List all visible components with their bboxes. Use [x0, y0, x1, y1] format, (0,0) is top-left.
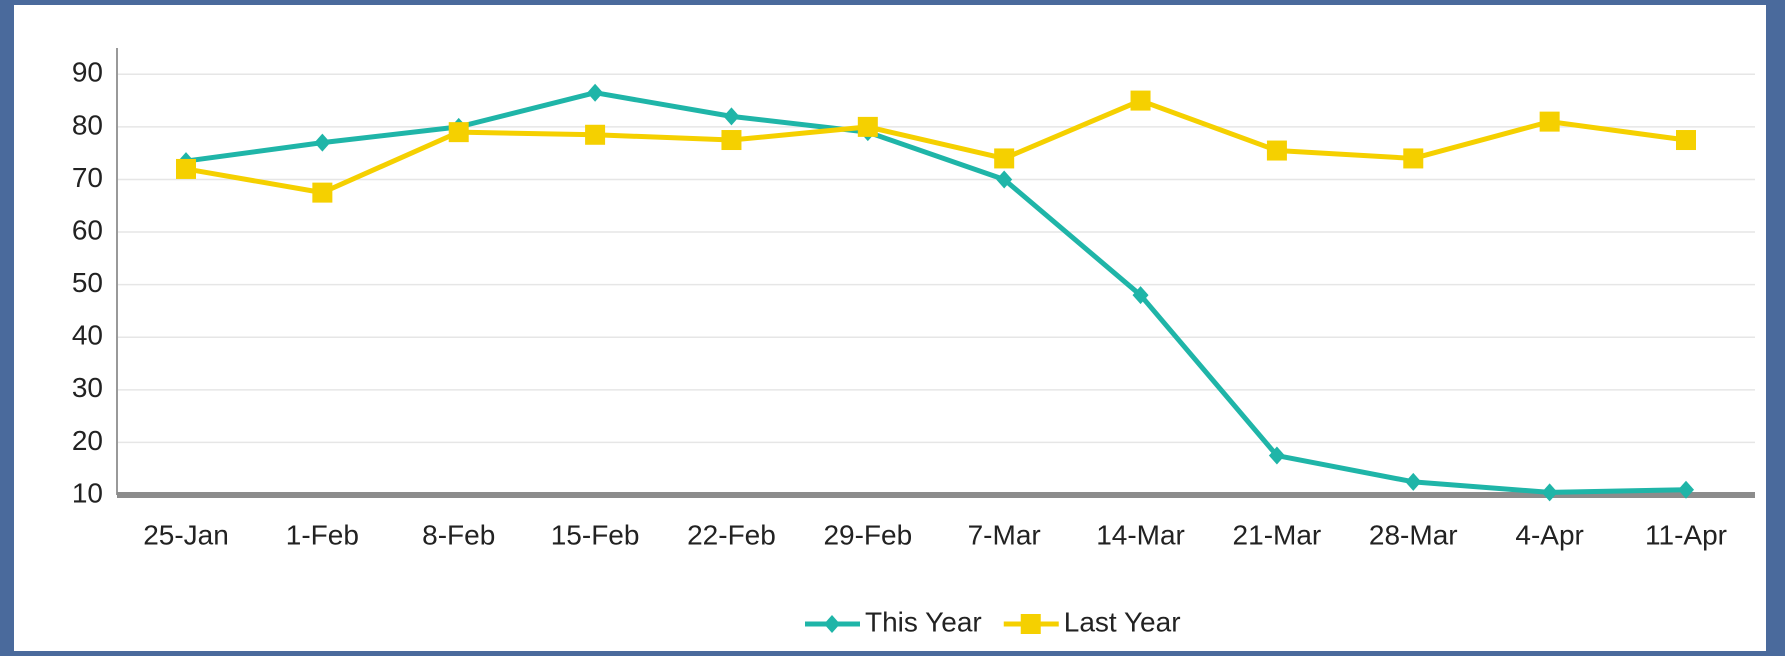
- data-point: [1268, 446, 1285, 465]
- y-tick-label: 80: [72, 109, 103, 140]
- y-tick-label: 20: [72, 425, 103, 456]
- y-tick-label: 90: [72, 57, 103, 88]
- data-point: [1130, 90, 1151, 111]
- y-tick-label: 50: [72, 267, 103, 298]
- data-point: [1678, 480, 1694, 499]
- y-tick-label: 30: [72, 372, 103, 403]
- data-point: [1266, 140, 1287, 161]
- data-point: [314, 133, 331, 152]
- data-point: [996, 170, 1013, 189]
- legend-label: Last Year: [1064, 606, 1181, 637]
- x-tick-label: 28-Mar: [1369, 519, 1458, 550]
- data-point: [176, 158, 196, 179]
- legend-marker: [824, 615, 840, 633]
- x-tick-label: 4-Apr: [1515, 519, 1583, 550]
- data-point: [585, 124, 606, 145]
- data-point: [587, 83, 604, 102]
- data-point: [1676, 130, 1696, 151]
- data-point: [857, 116, 878, 137]
- y-tick-label: 60: [72, 214, 103, 245]
- x-tick-label: 25-Jan: [143, 519, 229, 550]
- y-tick-label: 10: [72, 477, 103, 508]
- x-tick-label: 1-Feb: [286, 519, 359, 550]
- data-point: [1132, 286, 1149, 305]
- data-point: [448, 122, 469, 143]
- data-point: [721, 130, 742, 151]
- x-tick-label: 29-Feb: [823, 519, 912, 550]
- series-line: [185, 90, 1687, 495]
- y-tick-label: 40: [72, 320, 103, 351]
- y-tick-label: 70: [72, 162, 103, 193]
- data-point: [1539, 111, 1560, 132]
- x-tick-label: 7-Mar: [968, 519, 1041, 550]
- data-point: [312, 182, 333, 203]
- legend-marker: [1020, 614, 1041, 634]
- data-point: [1403, 148, 1424, 169]
- x-tick-label: 14-Mar: [1096, 519, 1185, 550]
- x-tick-label: 8-Feb: [422, 519, 495, 550]
- data-point: [994, 148, 1015, 169]
- legend-label: This Year: [865, 606, 982, 637]
- x-tick-label: 21-Mar: [1233, 519, 1322, 550]
- x-tick-label: 15-Feb: [551, 519, 640, 550]
- data-point: [1541, 483, 1558, 502]
- series-line: [185, 98, 1687, 196]
- data-point: [1405, 472, 1422, 491]
- data-point: [723, 107, 740, 126]
- x-tick-label: 22-Feb: [687, 519, 776, 550]
- x-tick-label: 11-Apr: [1645, 519, 1727, 550]
- chart-background: [14, 5, 1766, 651]
